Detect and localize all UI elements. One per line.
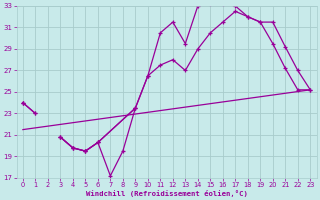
X-axis label: Windchill (Refroidissement éolien,°C): Windchill (Refroidissement éolien,°C) xyxy=(86,190,248,197)
